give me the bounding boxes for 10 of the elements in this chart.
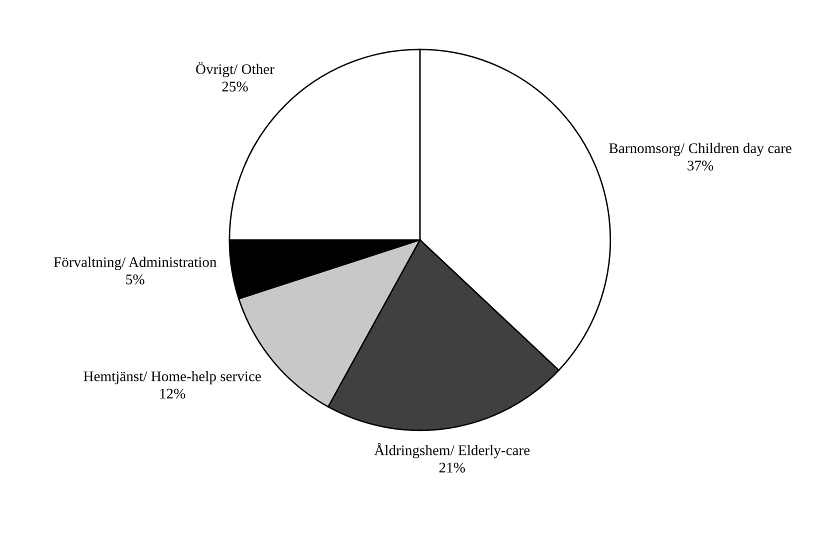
slice-label: Åldringshem/ Elderly-care [374,443,530,458]
data-label: 21% [439,462,465,473]
data-label: 37% [688,160,714,171]
slice-label: Förvaltning/ Administration [54,256,217,270]
slice-label: Hemtjänst/ Home-help service [84,371,261,384]
data-label: 25% [222,82,248,92]
slice-label: Barnomsorg/ Children day care [609,142,792,156]
data-label: 5% [126,274,144,284]
data-label: 12% [160,388,186,399]
slice-label: Övrigt/ Other [196,62,274,78]
